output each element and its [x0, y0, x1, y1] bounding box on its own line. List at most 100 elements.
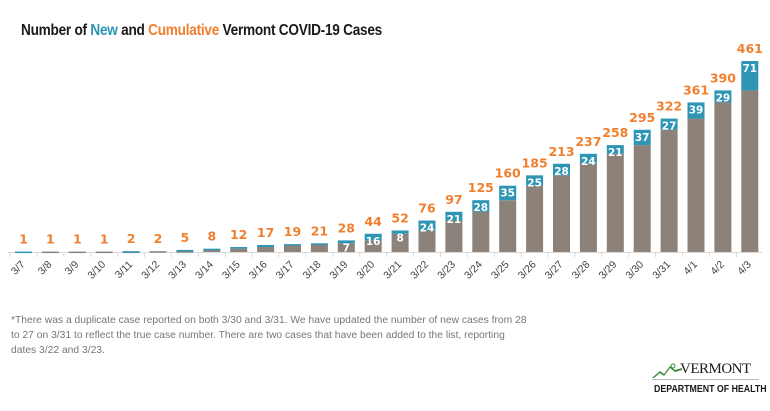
bar-previous-3/25: [499, 200, 517, 252]
bar-previous-3/28: [579, 163, 597, 252]
cumulative-label: 12: [230, 227, 247, 242]
x-tick-label: 3/23: [435, 259, 458, 282]
cumulative-label: 28: [338, 220, 355, 235]
bar-new-3/17: [284, 244, 301, 246]
bar-new-3/11: [122, 251, 140, 253]
cumulative-label: 2: [154, 231, 163, 246]
bar-previous-3/16: [257, 247, 275, 252]
bar-previous-3/9: [68, 251, 86, 254]
x-tick-label: 3/18: [301, 259, 324, 282]
x-tick-label: 3/13: [166, 259, 189, 282]
vermont-health-logo: VERMONT DEPARTMENT OF HEALTH: [652, 360, 767, 400]
cumulative-label: 1: [19, 232, 28, 247]
bar-previous-3/17: [284, 244, 301, 252]
x-tick-label: 3/30: [623, 259, 646, 282]
x-tick-label: 4/1: [681, 259, 700, 278]
title-prefix: Number of: [21, 22, 91, 39]
cumulative-label: 361: [683, 82, 709, 97]
bar-new-3/14: [203, 248, 221, 251]
bar-previous-4/1: [687, 118, 705, 252]
x-tick-label: 3/26: [516, 259, 539, 282]
bar-new-3/31: [660, 118, 678, 130]
x-tick-label: 3/16: [247, 259, 270, 282]
bar-new-3/23: [445, 211, 463, 221]
new-cases-label: 71: [742, 63, 757, 75]
bar-chart: 13/713/813/913/1023/1123/1253/1383/14123…: [8, 41, 763, 282]
new-cases-label: 24: [420, 223, 435, 235]
x-tick-label: 3/24: [462, 259, 485, 282]
x-tick-label: 3/22: [408, 259, 431, 282]
cumulative-label: 390: [710, 70, 736, 85]
cumulative-label: 237: [575, 134, 601, 149]
cumulative-label: 295: [629, 110, 655, 125]
new-cases-label: 29: [716, 92, 731, 104]
cumulative-label: 19: [284, 224, 301, 239]
x-tick-label: 3/8: [36, 259, 55, 278]
cumulative-label: 97: [445, 192, 462, 207]
cumulative-label: 1: [46, 232, 55, 247]
cumulative-label: 8: [207, 229, 216, 244]
cumulative-label: 2: [127, 231, 136, 246]
bar-previous-4/2: [714, 102, 732, 252]
cumulative-label: 76: [418, 201, 436, 216]
bar-previous-3/10: [95, 251, 113, 254]
x-tick-label: 3/19: [327, 259, 350, 282]
title-middle: and: [117, 22, 149, 39]
bar-new-3/30: [633, 129, 651, 146]
chart-title: Number of New and Cumulative Vermont COV…: [21, 22, 382, 40]
x-tick-label: 3/25: [489, 259, 512, 282]
bar-previous-3/31: [660, 129, 678, 252]
cumulative-label: 322: [656, 99, 682, 114]
new-cases-label: 16: [366, 236, 381, 248]
bar-previous-3/13: [176, 251, 194, 253]
bar-new-3/7: [15, 251, 32, 254]
bar-previous-3/29: [606, 153, 624, 252]
x-tick-label: 3/17: [274, 259, 297, 282]
title-new-word: New: [90, 22, 118, 39]
bar-previous-3/26: [526, 185, 544, 252]
x-tick-label: 3/11: [113, 259, 135, 281]
bar-new-4/2: [714, 90, 732, 103]
bar-previous-3/27: [553, 175, 570, 252]
bar-new-3/13: [176, 249, 194, 252]
footnote: *There was a duplicate case reported on …: [11, 315, 527, 356]
x-tick-label: 3/31: [650, 259, 673, 282]
logo-department-text: DEPARTMENT OF HEALTH: [654, 384, 767, 395]
bar-new-3/20: [364, 233, 382, 241]
bar-new-3/22: [418, 220, 436, 231]
bar-new-3/19: [337, 240, 355, 244]
x-tick-label: 3/29: [596, 259, 619, 282]
mountain-icon: [652, 363, 682, 378]
new-cases-label: 24: [581, 156, 596, 168]
bar-previous-3/22: [418, 230, 436, 252]
bar-new-3/24: [472, 200, 490, 212]
bar-previous-3/18: [310, 244, 328, 252]
title-cumulative-word: Cumulative: [148, 22, 220, 39]
x-tick-label: 3/28: [570, 259, 593, 282]
x-tick-label: 3/7: [9, 259, 28, 278]
bar-previous-3/23: [445, 220, 463, 252]
bar-previous-3/30: [633, 145, 651, 252]
bar-previous-3/14: [203, 249, 221, 252]
new-cases-label: 39: [689, 104, 704, 116]
new-cases-label: 28: [473, 202, 488, 214]
logo-divider: [652, 379, 759, 380]
bar-new-3/29: [606, 145, 624, 154]
cumulative-label: 258: [602, 125, 628, 140]
new-cases-label: 8: [396, 232, 403, 244]
new-cases-label: 25: [527, 177, 542, 189]
new-cases-label: 37: [635, 132, 650, 144]
bar-previous-3/12: [149, 251, 167, 253]
bar-new-3/15: [230, 247, 248, 249]
new-cases-label: 28: [554, 166, 569, 178]
cumulative-label: 21: [311, 223, 328, 238]
x-tick-label: 3/21: [381, 259, 404, 282]
bar-previous-3/15: [230, 248, 248, 252]
x-tick-label: 3/27: [543, 259, 566, 282]
bar-previous-3/8: [41, 251, 59, 254]
x-tick-label: 3/12: [139, 259, 162, 282]
bar-new-3/18: [310, 243, 328, 245]
cumulative-label: 1: [73, 232, 82, 247]
bar-new-3/16: [257, 244, 275, 248]
cumulative-label: 160: [495, 166, 521, 181]
